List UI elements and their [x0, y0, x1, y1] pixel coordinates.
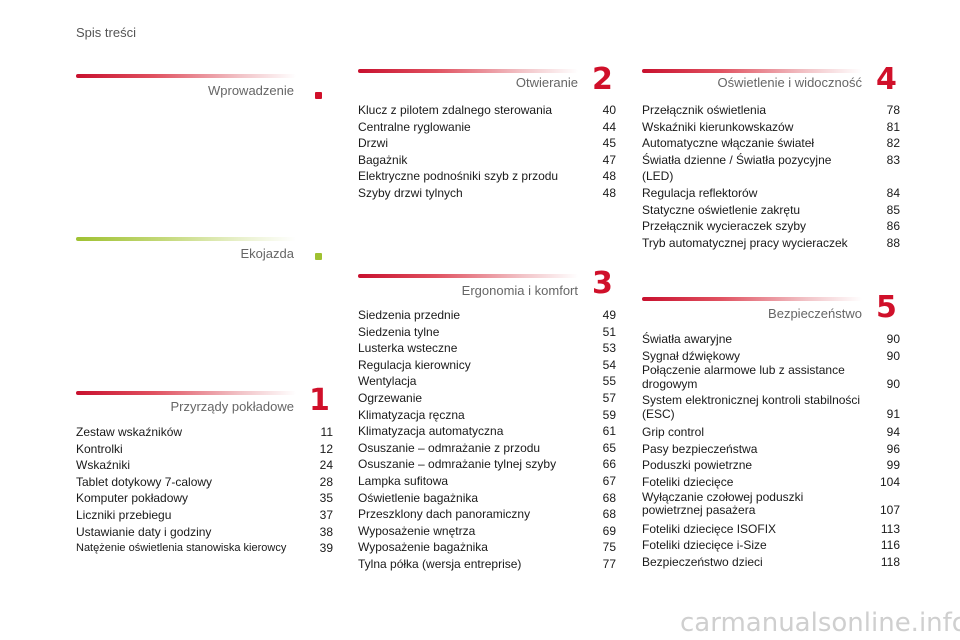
section-dot [315, 92, 322, 99]
toc-entry[interactable]: Siedzenia przednie 49 [358, 308, 616, 322]
section-title-intro[interactable]: Wprowadzenie [208, 83, 294, 98]
section-bar [76, 391, 296, 395]
toc-entry[interactable]: Kontrolki 12 [76, 441, 333, 456]
toc-entry[interactable]: Wyposażenie bagażnika 75 [358, 540, 616, 555]
toc-entry[interactable]: Przeszklony dach panoramiczny 68 [358, 507, 616, 522]
toc-entry[interactable]: Połączenie alarmowe lub z assistance dro… [642, 363, 900, 391]
toc-entry[interactable]: Foteliki dziecięce i-Size 116 [642, 538, 900, 553]
toc-entry[interactable]: Światła awaryjne 90 [642, 332, 900, 346]
section-title-1[interactable]: Przyrządy pokładowe [170, 399, 294, 414]
toc-entry[interactable]: Tablet dotykowy 7-calowy 28 [76, 474, 333, 489]
toc-entry[interactable]: Ogrzewanie 57 [358, 390, 616, 405]
toc-entry[interactable]: Poduszki powietrzne 99 [642, 458, 900, 473]
section-title-5[interactable]: Bezpieczeństwo [768, 306, 862, 321]
toc-entry[interactable]: Ustawianie daty i godziny 38 [76, 524, 333, 539]
section-dot [315, 253, 322, 260]
toc-entry[interactable]: Sygnał dźwiękowy 90 [642, 348, 900, 363]
toc-entry[interactable]: Foteliki dziecięce ISOFIX 113 [642, 521, 900, 536]
toc-entry[interactable]: Pasy bezpieczeństwa 96 [642, 441, 900, 456]
toc-list-1: Zestaw wskaźników 11 Kontrolki 12 Wskaźnik… [76, 424, 333, 557]
watermark: carmanualsonline.info [680, 608, 960, 638]
toc-entry[interactable]: Bagażnik 47 [358, 152, 616, 167]
toc-entry[interactable]: Wyposażenie wnętrza 69 [358, 523, 616, 538]
toc-entry[interactable]: Bezpieczeństwo dzieci 118 [642, 554, 900, 569]
toc-entry[interactable]: Elektryczne podnośniki szyb z przodu 48 [358, 169, 616, 184]
toc-list-4: Przełącznik oświetlenia 78 Wskaźniki kier… [642, 102, 900, 251]
toc-entry[interactable]: Szyby drzwi tylnych 48 [358, 185, 616, 200]
toc-entry[interactable]: Lampka sufitowa 67 [358, 473, 616, 488]
toc-entry[interactable]: Wentylacja 55 [358, 374, 616, 389]
section-title-2[interactable]: Otwieranie [515, 75, 578, 90]
toc-entry[interactable]: Zestaw wskaźników 11 [76, 425, 333, 439]
toc-entry[interactable]: Lusterka wsteczne 53 [358, 341, 616, 356]
section-number-5: 5 [876, 290, 897, 325]
toc-entry[interactable]: Wskaźniki kierunkowskazów 81 [642, 119, 900, 134]
toc-entry[interactable]: Klimatyzacja automatyczna 61 [358, 424, 616, 439]
toc-entry[interactable]: Osuszanie – odmrażanie z przodu 65 [358, 440, 616, 455]
section-number-3: 3 [592, 266, 613, 301]
toc-entry[interactable]: Regulacja kierownicy 54 [358, 357, 616, 372]
section-title-3[interactable]: Ergonomia i komfort [461, 283, 578, 298]
toc-entry[interactable]: Siedzenia tylne 51 [358, 324, 616, 339]
toc-entry[interactable]: Automatyczne włączanie świateł 82 [642, 136, 900, 151]
section-title-eco[interactable]: Ekojazda [240, 246, 294, 261]
toc-entry[interactable]: Natężenie oświetlenia stanowiska kierowc… [76, 541, 333, 556]
section-bar [76, 74, 296, 78]
toc-entry[interactable]: Wskaźniki 24 [76, 458, 333, 473]
page-header: Spis treści [76, 25, 136, 40]
toc-entry[interactable]: Przełącznik oświetlenia 78 [642, 103, 900, 117]
section-bar [358, 69, 578, 73]
toc-entry[interactable]: Klucz z pilotem zdalnego sterowania 40 [358, 103, 616, 117]
section-number-1: 1 [309, 383, 330, 418]
section-bar [358, 274, 578, 278]
toc-entry[interactable]: Oświetlenie bagażnika 68 [358, 490, 616, 505]
toc-entry[interactable]: Światła dzienne / Światła pozycyjne (LED… [642, 152, 900, 184]
toc-list-5: Światła awaryjne 90 Sygnał dźwiękowy 90 Po… [642, 331, 900, 570]
toc-entry[interactable]: Przełącznik wycieraczek szyby 86 [642, 219, 900, 234]
section-bar [76, 237, 296, 241]
toc-entry[interactable]: Grip control 94 [642, 425, 900, 440]
toc-entry[interactable]: Drzwi 45 [358, 136, 616, 151]
toc-list-3: Siedzenia przednie 49 Siedzenia tylne 51 L… [358, 307, 616, 573]
toc-entry[interactable]: Tylna półka (wersja entreprise) 77 [358, 556, 616, 571]
section-number-2: 2 [592, 62, 613, 97]
section-number-4: 4 [876, 62, 897, 97]
toc-entry[interactable]: Osuszanie – odmrażanie tylnej szyby 66 [358, 457, 616, 472]
toc-entry[interactable]: Tryb automatycznej pracy wycieraczek 88 [642, 235, 900, 250]
toc-entry[interactable]: Centralne ryglowanie 44 [358, 119, 616, 134]
toc-entry[interactable]: Foteliki dziecięce 104 [642, 474, 900, 489]
section-bar [642, 69, 862, 73]
section-title-4[interactable]: Oświetlenie i widoczność [717, 75, 862, 90]
toc-entry[interactable]: System elektronicznej kontroli stabilnoś… [642, 393, 900, 421]
toc-entry[interactable]: Statyczne oświetlenie zakrętu 85 [642, 202, 900, 217]
toc-list-2: Klucz z pilotem zdalnego sterowania 40 Ce… [358, 102, 616, 202]
toc-entry[interactable]: Wyłączanie czołowej poduszki powietrznej… [642, 489, 900, 518]
section-bar [642, 297, 862, 301]
toc-entry[interactable]: Komputer pokładowy 35 [76, 491, 333, 506]
toc-entry[interactable]: Klimatyzacja ręczna 59 [358, 407, 616, 422]
toc-entry[interactable]: Liczniki przebiegu 37 [76, 507, 333, 522]
toc-entry[interactable]: Regulacja reflektorów 84 [642, 185, 900, 200]
